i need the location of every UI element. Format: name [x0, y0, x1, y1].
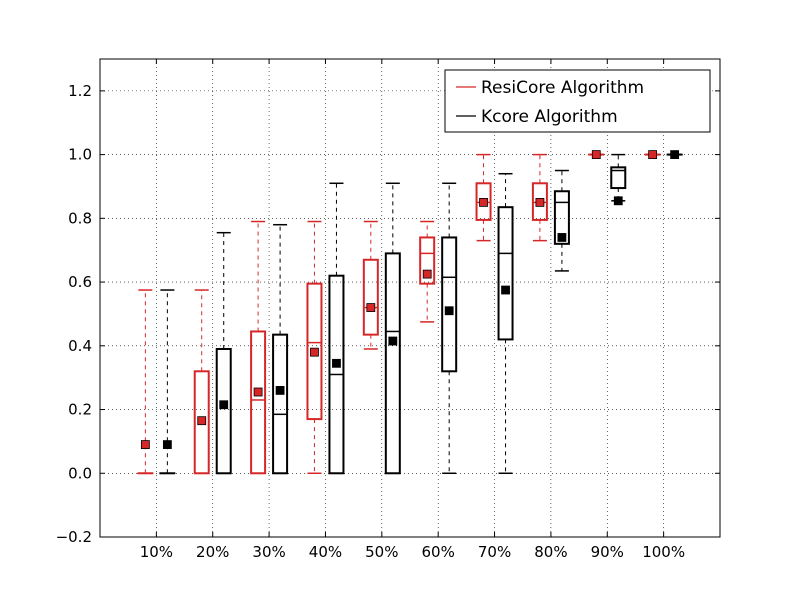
legend-label-resicore: ResiCore Algorithm: [481, 78, 644, 98]
mean-marker: [557, 233, 567, 242]
iqr-box: [306, 282, 323, 421]
mean-marker: [388, 336, 398, 346]
mean-marker: [219, 400, 229, 410]
x-tick-label: 30%: [252, 543, 285, 561]
mean-marker: [591, 150, 601, 160]
iqr-box: [272, 333, 289, 475]
box-group: [644, 150, 661, 160]
iqr-box: [250, 330, 267, 475]
box-group: [384, 182, 401, 475]
box-group: [588, 150, 605, 160]
box-group: [610, 153, 627, 206]
box-group: [272, 223, 289, 475]
legend-box: [444, 69, 711, 133]
box-group: [193, 289, 210, 475]
mean-marker: [422, 269, 432, 279]
box-group: [159, 289, 176, 475]
box-group: [362, 220, 379, 350]
mean-marker: [275, 386, 285, 395]
mean-marker: [162, 440, 172, 449]
legend: ResiCore Algorithm Kcore Algorithm: [444, 69, 711, 133]
box-group: [553, 169, 570, 272]
box-group: [215, 231, 232, 475]
x-tick-label: 60%: [422, 543, 455, 561]
box-group: [441, 182, 458, 475]
box-group: [137, 289, 154, 475]
box-group: [419, 220, 436, 323]
y-tick-label: 1.0: [68, 146, 92, 164]
mean-marker: [310, 347, 319, 357]
iqr-box: [610, 166, 627, 190]
y-tick-label: −0.2: [56, 528, 92, 546]
y-tick-label: 1.2: [68, 82, 92, 100]
box-group: [306, 220, 323, 475]
x-tick-label: 100%: [642, 543, 685, 561]
x-tick-label: 10%: [140, 543, 173, 561]
x-tick-label: 40%: [309, 543, 342, 561]
iqr-box: [441, 236, 458, 373]
y-tick-label: 0.0: [68, 464, 92, 482]
mean-marker: [479, 197, 488, 207]
mean-marker: [444, 306, 454, 316]
box-group: [531, 153, 548, 242]
x-tick-label: 80%: [534, 543, 567, 561]
mean-marker: [197, 416, 207, 426]
y-tick-label: 0.6: [68, 273, 92, 291]
box-group: [250, 220, 267, 475]
iqr-box: [419, 236, 436, 285]
axes: −0.2 0.0 0.2 0.4 0.6 0.8 1.0 1.2 10% 20% 30% 40% 50%…: [56, 59, 720, 561]
y-tick-label: 0.4: [68, 337, 92, 355]
mean-marker: [670, 150, 680, 160]
mean-marker: [501, 285, 510, 295]
mean-marker: [613, 196, 623, 206]
y-tick-label: 0.2: [68, 401, 92, 419]
series-kcore: [159, 150, 683, 475]
series-resicore: [137, 150, 661, 475]
iqr-box: [475, 182, 492, 221]
iqr-box: [531, 182, 548, 221]
y-tick-label: 0.8: [68, 209, 92, 227]
box-group: [475, 153, 492, 242]
x-tick-label: 50%: [365, 543, 398, 561]
plot-area-frame: [99, 58, 721, 538]
x-tick-label: 90%: [591, 543, 624, 561]
iqr-box: [553, 190, 570, 245]
mean-marker: [140, 440, 150, 449]
box-group: [328, 182, 345, 475]
iqr-box: [362, 258, 379, 336]
mean-marker: [366, 303, 376, 312]
mean-marker: [648, 150, 658, 160]
legend-label-kcore: Kcore Algorithm: [481, 107, 618, 127]
box-group: [666, 150, 683, 160]
x-tick-label: 70%: [478, 543, 511, 561]
x-tick-label: 20%: [196, 543, 229, 561]
mean-marker: [253, 387, 263, 397]
iqr-box: [497, 206, 514, 341]
mean-marker: [535, 197, 545, 207]
box-group: [497, 172, 514, 475]
box-series: [137, 150, 683, 475]
mean-marker: [332, 358, 341, 368]
iqr-box: [384, 252, 401, 475]
